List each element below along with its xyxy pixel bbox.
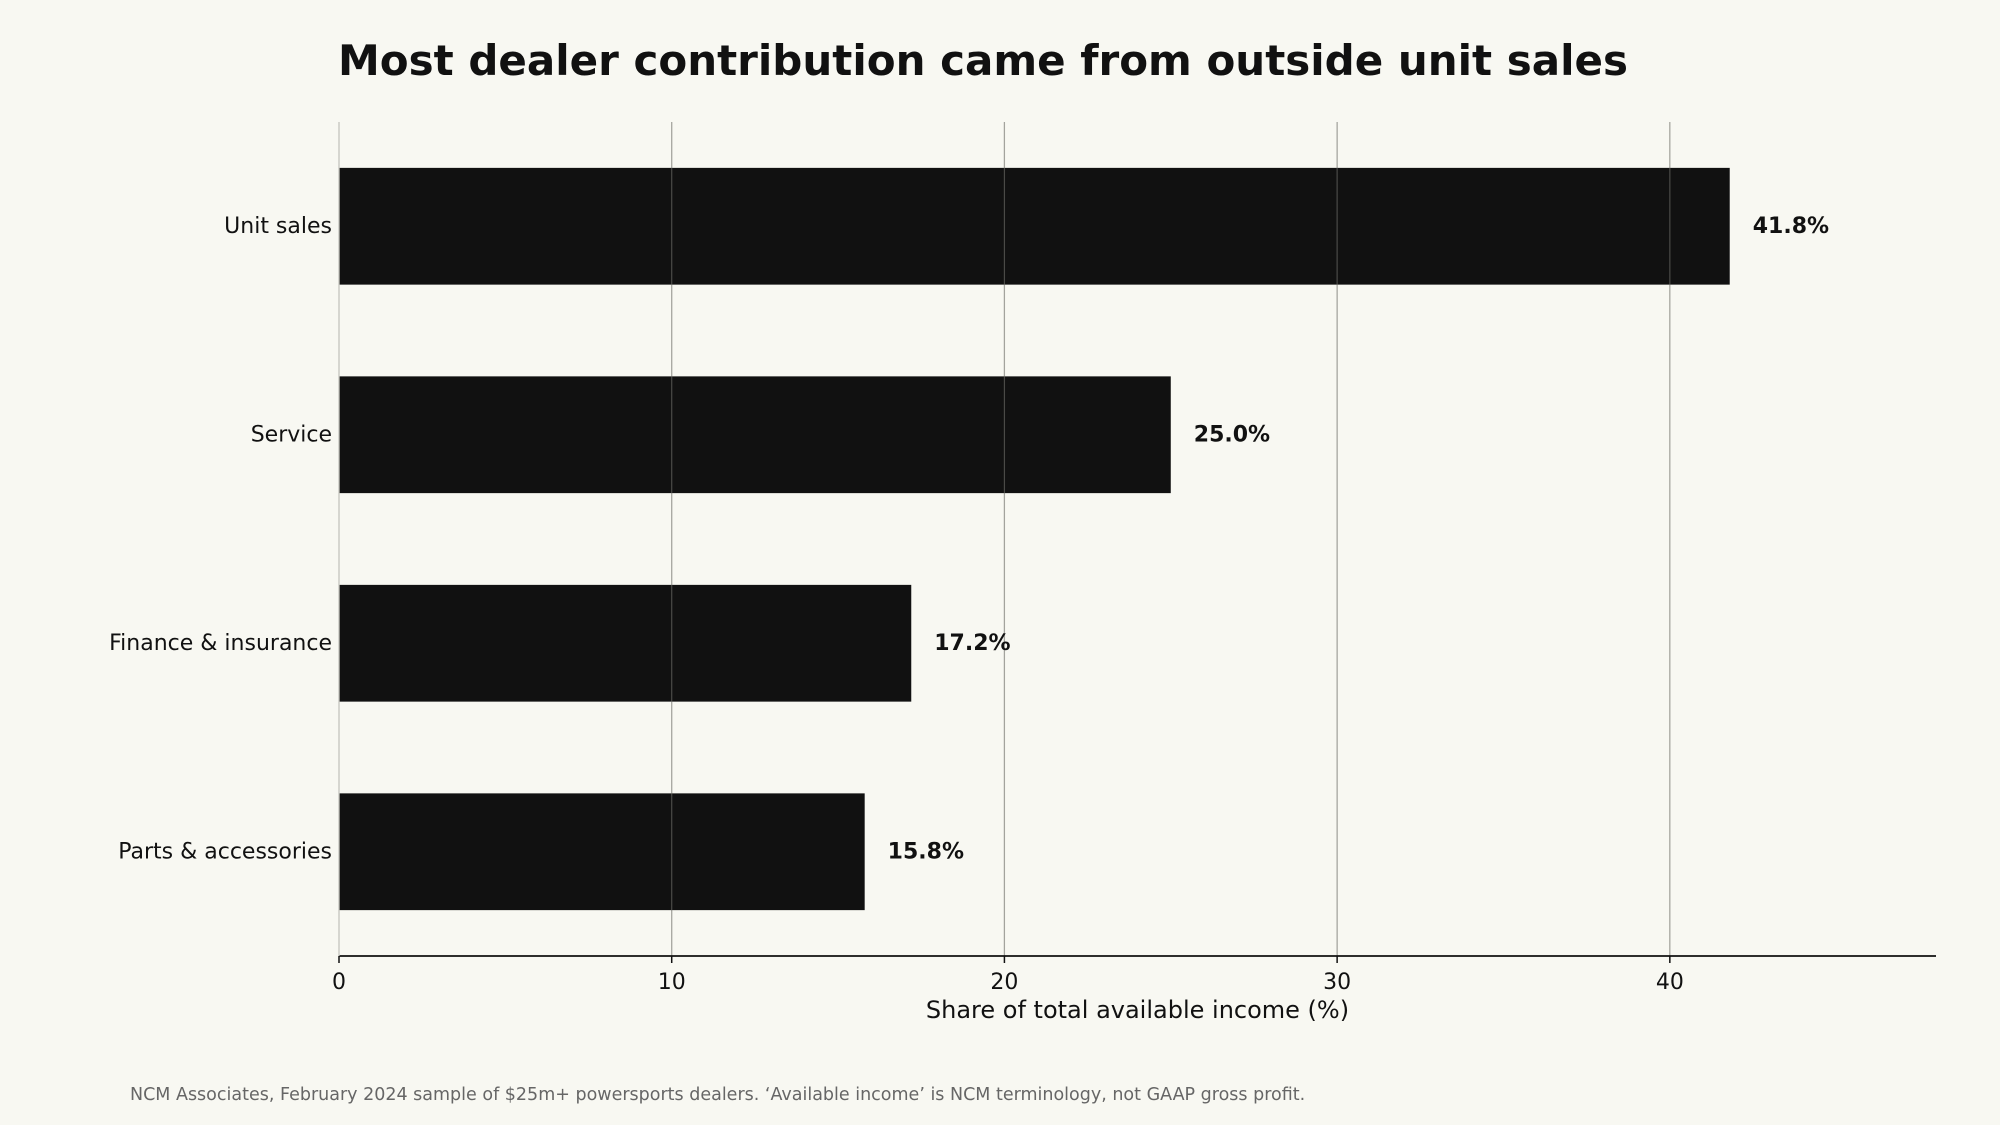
x-axis: 0 10 20 30 40 [332, 122, 1936, 995]
bar [339, 376, 1171, 494]
x-axis-title: Share of total available income (%) [926, 996, 1349, 1024]
category-label: Finance & insurance [109, 631, 332, 656]
bar-chart: 0 10 20 30 40 Unit sales Service Finance & ins… [109, 122, 1936, 1024]
source-note: NCM Associates, February 2024 sample of … [130, 1085, 1306, 1105]
category-label: Service [251, 422, 332, 447]
value-labels: 41.8% 25.0% 17.2% 15.8% [888, 214, 1829, 865]
x-tick-label: 0 [332, 970, 346, 995]
category-label: Parts & accessories [118, 839, 332, 864]
bars [339, 167, 1730, 911]
bar [339, 793, 865, 911]
x-tick-label: 40 [1656, 970, 1684, 995]
bar [339, 584, 912, 702]
bar [339, 167, 1730, 285]
chart-title: Most dealer contribution came from outsi… [338, 36, 1628, 85]
value-label: 17.2% [934, 631, 1010, 656]
value-label: 41.8% [1753, 214, 1829, 239]
value-label: 15.8% [888, 839, 964, 864]
value-label: 25.0% [1194, 422, 1270, 447]
category-labels: Unit sales Service Finance & insurance Part… [109, 214, 332, 865]
x-tick-label: 20 [990, 970, 1018, 995]
x-tick-label: 30 [1323, 970, 1351, 995]
category-label: Unit sales [224, 214, 332, 239]
x-tick-label: 10 [658, 970, 686, 995]
